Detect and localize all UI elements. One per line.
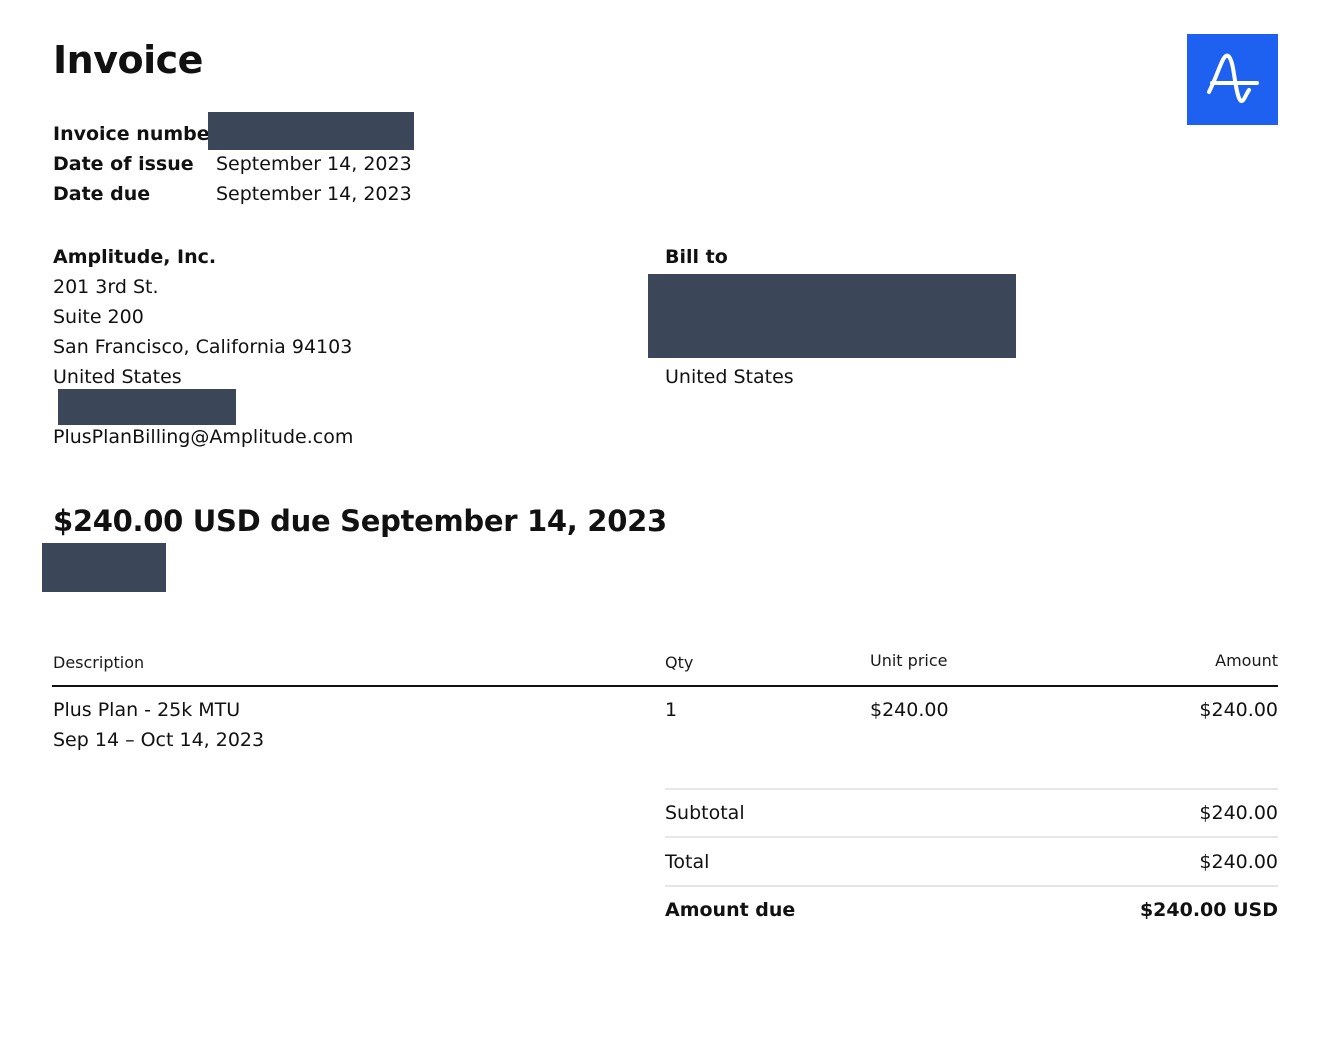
subtotal-label: Subtotal (665, 802, 745, 824)
line-item-amount: $240.00 (1199, 699, 1278, 721)
amount-due-value: $240.00 USD (1139, 899, 1278, 921)
seller-city-line: San Francisco, California 94103 (53, 336, 353, 358)
amount-due-divider (665, 885, 1278, 887)
subtotal-divider (665, 788, 1278, 790)
bill-to-country: United States (665, 366, 794, 388)
table-header-divider (52, 685, 1278, 687)
line-item-unit-price: $240.00 (870, 699, 949, 721)
line-item-qty: 1 (665, 699, 678, 721)
invoice-number-label: Invoice number (53, 123, 220, 145)
subtotal-value: $240.00 (1199, 802, 1278, 824)
seller-address-line1: 201 3rd St. (53, 276, 159, 298)
payment-link-redaction (42, 543, 166, 592)
bill-to-redaction (648, 274, 1016, 358)
column-header-description: Description (53, 653, 145, 672)
total-divider (665, 836, 1278, 838)
date-of-issue-value: September 14, 2023 (216, 153, 412, 175)
date-due-value: September 14, 2023 (216, 183, 412, 205)
total-label: Total (665, 851, 710, 873)
total-value: $240.00 (1199, 851, 1278, 873)
amount-due-label: Amount due (665, 899, 796, 921)
seller-address-line2: Suite 200 (53, 306, 144, 328)
amplitude-logo-icon (1187, 34, 1278, 125)
column-header-unit-price: Unit price (870, 651, 948, 670)
date-due-label: Date due (53, 183, 151, 205)
column-header-qty: Qty (665, 653, 694, 672)
seller-phone-redaction (58, 389, 236, 425)
page-title: Invoice (53, 38, 203, 82)
seller-name: Amplitude, Inc. (53, 246, 217, 268)
line-item-description: Plus Plan - 25k MTU (53, 699, 241, 721)
date-of-issue-label: Date of issue (53, 153, 194, 175)
seller-email[interactable]: PlusPlanBilling@Amplitude.com (53, 426, 354, 448)
amplitude-logo-glyph (1207, 53, 1259, 103)
invoice-number-redaction (208, 112, 414, 150)
line-item-period: Sep 14 – Oct 14, 2023 (53, 729, 265, 751)
bill-to-label: Bill to (665, 246, 728, 268)
seller-country: United States (53, 366, 182, 388)
amount-due-heading: $240.00 USD due September 14, 2023 (53, 504, 667, 538)
column-header-amount: Amount (1215, 651, 1278, 670)
